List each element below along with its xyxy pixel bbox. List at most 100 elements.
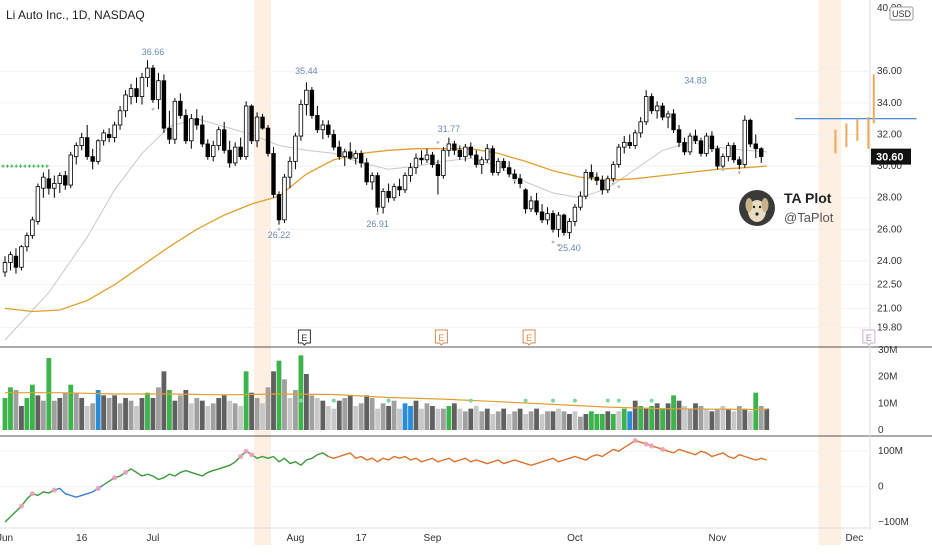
volume-bar[interactable] <box>46 358 52 430</box>
volume-bar[interactable] <box>62 392 68 430</box>
candle[interactable] <box>682 137 687 156</box>
candle[interactable] <box>57 172 62 193</box>
candle[interactable] <box>479 156 484 174</box>
candle[interactable] <box>742 115 747 168</box>
volume-bar[interactable] <box>698 406 704 430</box>
volume-bar[interactable] <box>435 408 441 430</box>
volume-bar[interactable] <box>682 406 687 430</box>
candle[interactable] <box>183 109 189 144</box>
volume-bar[interactable] <box>550 411 556 430</box>
volume-bar[interactable] <box>369 398 375 430</box>
volume-bar[interactable] <box>183 390 189 430</box>
volume-bar[interactable] <box>73 392 79 430</box>
candle[interactable] <box>123 90 128 118</box>
candle[interactable] <box>468 142 473 159</box>
candle[interactable] <box>643 90 649 125</box>
candle[interactable] <box>63 170 68 190</box>
volume-bar[interactable] <box>188 403 194 430</box>
volume-bar[interactable] <box>523 414 528 430</box>
candle[interactable] <box>287 156 293 189</box>
candle[interactable] <box>13 248 19 274</box>
candle[interactable] <box>485 143 490 163</box>
candle[interactable] <box>238 137 243 160</box>
volume-bar[interactable] <box>117 403 123 430</box>
volume-bar[interactable] <box>293 390 298 430</box>
candle[interactable] <box>320 120 326 140</box>
volume-bar[interactable] <box>249 392 254 430</box>
candle[interactable] <box>85 124 90 160</box>
candle[interactable] <box>74 142 79 165</box>
volume-bar[interactable] <box>665 403 671 430</box>
volume-bar[interactable] <box>210 403 216 430</box>
candle[interactable] <box>52 175 57 198</box>
volume-bar[interactable] <box>709 411 715 430</box>
candle[interactable] <box>430 151 435 168</box>
candle[interactable] <box>622 136 627 154</box>
candle[interactable] <box>545 207 550 225</box>
candle[interactable] <box>435 159 441 195</box>
candle[interactable] <box>315 106 320 133</box>
volume-bar[interactable] <box>632 400 638 430</box>
candle[interactable] <box>693 129 698 144</box>
earnings-marker[interactable]: E <box>862 329 876 346</box>
volume-bar[interactable] <box>413 400 419 430</box>
volume-bar[interactable] <box>621 408 627 430</box>
candle[interactable] <box>550 210 556 233</box>
candle[interactable] <box>649 93 654 114</box>
volume-bar[interactable] <box>578 416 583 430</box>
volume-bar[interactable] <box>84 406 90 430</box>
candle[interactable] <box>386 183 391 203</box>
candle[interactable] <box>227 140 232 168</box>
candle[interactable] <box>117 106 123 130</box>
volume-bar[interactable] <box>40 400 46 430</box>
candle[interactable] <box>348 142 353 160</box>
candle[interactable] <box>737 156 742 170</box>
candle[interactable] <box>627 134 632 149</box>
candle[interactable] <box>150 64 156 103</box>
candle[interactable] <box>254 112 260 148</box>
volume-bar[interactable] <box>572 411 578 430</box>
candle[interactable] <box>671 109 676 133</box>
candle[interactable] <box>676 124 682 148</box>
candle[interactable] <box>654 101 660 119</box>
volume-bar[interactable] <box>649 406 655 430</box>
volume-bar[interactable] <box>35 395 41 430</box>
candle[interactable] <box>364 158 369 186</box>
volume-bar[interactable] <box>567 414 572 430</box>
candle[interactable] <box>35 183 41 225</box>
volume-bar[interactable] <box>402 403 408 430</box>
candle[interactable] <box>194 109 199 130</box>
volume-bar[interactable] <box>616 411 622 430</box>
volume-bar[interactable] <box>451 403 457 430</box>
volume-bar[interactable] <box>161 371 167 430</box>
candle[interactable] <box>172 98 178 144</box>
volume-bar[interactable] <box>320 400 326 430</box>
candle[interactable] <box>578 191 583 211</box>
volume-bar[interactable] <box>375 408 381 430</box>
volume-bar[interactable] <box>720 406 726 430</box>
volume-bar[interactable] <box>424 403 430 430</box>
volume-bar[interactable] <box>764 408 770 430</box>
candle[interactable] <box>665 110 671 129</box>
candle[interactable] <box>161 74 167 133</box>
candle[interactable] <box>704 132 709 157</box>
last-price-tag[interactable]: 30.60 <box>871 148 911 165</box>
volume-bar[interactable] <box>342 398 348 430</box>
candle[interactable] <box>282 174 287 224</box>
volume-bar[interactable] <box>391 400 397 430</box>
volume-bar[interactable] <box>139 398 145 430</box>
candle[interactable] <box>101 129 106 146</box>
volume-bar[interactable] <box>599 414 605 430</box>
volume-bar[interactable] <box>556 408 561 430</box>
candle[interactable] <box>139 72 145 105</box>
candle[interactable] <box>561 213 567 236</box>
candle[interactable] <box>402 172 408 193</box>
candle[interactable] <box>271 147 276 198</box>
volume-bar[interactable] <box>112 395 117 430</box>
candle[interactable] <box>68 151 73 189</box>
volume-bar[interactable] <box>588 411 594 430</box>
candle[interactable] <box>331 129 336 151</box>
candle[interactable] <box>523 188 528 214</box>
candle[interactable] <box>441 147 446 179</box>
candle[interactable] <box>495 158 501 176</box>
